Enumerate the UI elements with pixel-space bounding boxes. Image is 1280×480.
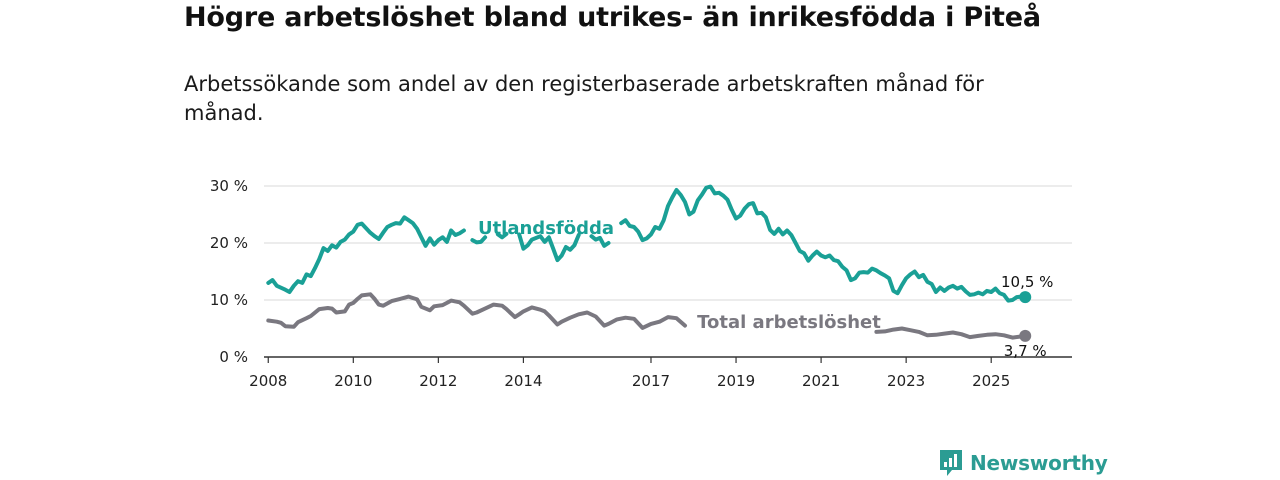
y-tick-label: 0 % xyxy=(219,348,248,366)
foreign-born-end-label: 10,5 % xyxy=(1001,273,1053,291)
foreign-born-end-marker xyxy=(1019,291,1032,304)
newsworthy-logo-icon xyxy=(940,450,962,476)
brand-logo: Newsworthy xyxy=(938,448,1108,478)
y-tick-label: 20 % xyxy=(210,234,248,252)
x-tick-label: 2023 xyxy=(887,372,925,390)
chart-subtitle: Arbetssökande som andel av den registerb… xyxy=(184,72,984,125)
x-tick-label: 2025 xyxy=(972,372,1010,390)
x-tick-label: 2017 xyxy=(632,372,670,390)
foreign-born-line xyxy=(470,235,488,245)
x-tick-label: 2019 xyxy=(717,372,755,390)
y-tick-label: 30 % xyxy=(210,177,248,195)
x-tick-label: 2021 xyxy=(802,372,840,390)
foreign-born-series-label: Utlandsfödda xyxy=(478,218,614,239)
brand-name: Newsworthy xyxy=(970,451,1108,475)
foreign-born-line xyxy=(266,215,466,294)
foreign-born-line xyxy=(517,232,581,263)
foreign-born-line xyxy=(495,231,509,240)
x-tick-label: 2010 xyxy=(334,372,372,390)
total-unemployment-end-marker xyxy=(1019,329,1032,342)
total-unemployment-series-label: Total arbetslöshet xyxy=(697,312,881,333)
x-tick-label: 2012 xyxy=(419,372,457,390)
total-unemployment-line xyxy=(266,292,687,330)
total-unemployment-line xyxy=(874,326,1028,340)
x-tick-label: 2008 xyxy=(249,372,287,390)
y-tick-label: 10 % xyxy=(210,291,248,309)
total-unemployment-end-label: 3,7 % xyxy=(1004,342,1047,360)
x-tick-label: 2014 xyxy=(504,372,542,390)
page-title: Högre arbetslöshet bland utrikes- än inr… xyxy=(184,2,1041,33)
foreign-born-line xyxy=(589,234,611,248)
foreign-born-line xyxy=(619,184,1028,303)
